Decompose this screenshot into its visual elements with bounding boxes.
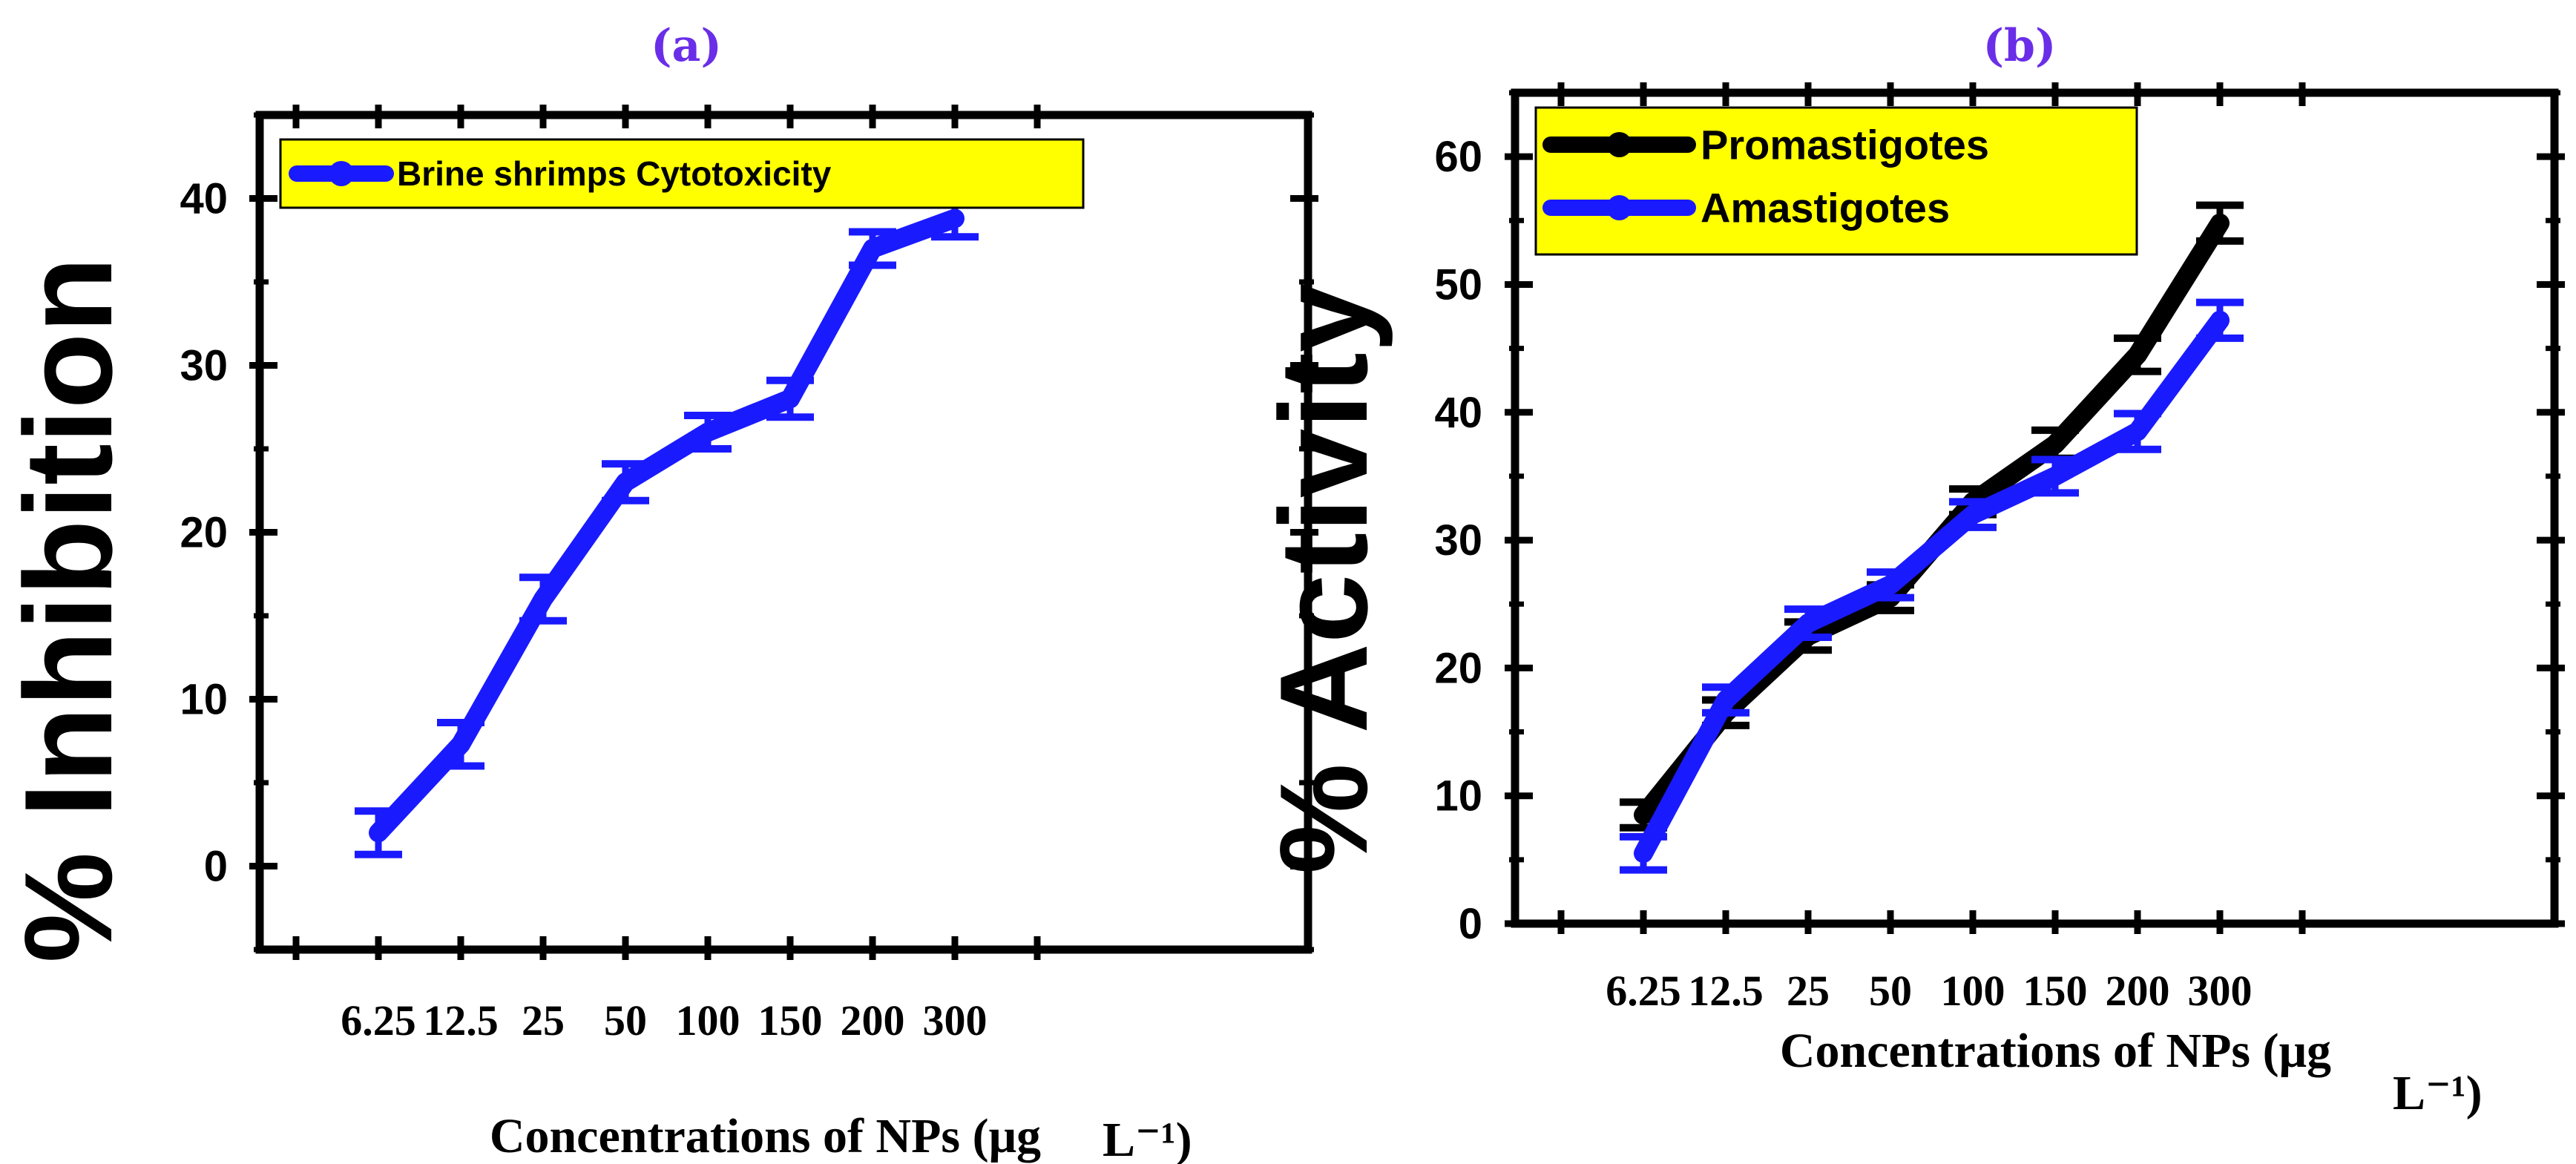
panel-a-legend-box	[279, 138, 1085, 209]
panel-b-legend-label: Amastigotes	[1701, 185, 1950, 231]
panel-a-data-point	[781, 389, 799, 408]
panel-a-y-tick-label: 40	[180, 175, 228, 223]
panel-a-x-tick-label: 6.25	[341, 996, 416, 1045]
panel-a-plot-area: 0 10 20 30 40 6.25 12.5 25 50 100 150 200 300 Brine s…	[180, 105, 1318, 1045]
panel-a-y-axis-label: % Inhibition	[0, 257, 138, 963]
panel-b-y-tick-label: 0	[1459, 900, 1482, 948]
panel-b-data-point	[2046, 467, 2064, 485]
panel-a-data-point	[699, 423, 717, 441]
panel-b-legend-swatch-marker	[1606, 132, 1632, 157]
panel-b-data-point	[1634, 806, 1652, 824]
panel-b-y-axis-label: % Activity	[1254, 283, 1393, 875]
panel-a-data-point	[946, 209, 964, 228]
panel-b-y-tick-label: 50	[1434, 260, 1482, 309]
panel-b-data-point	[1964, 505, 1982, 524]
panel-b-legend-swatch-marker	[1606, 195, 1632, 220]
panel-b-legend-label: Promastigotes	[1701, 122, 1989, 168]
panel-a-x-tick-label: 50	[604, 996, 647, 1045]
panel-a-x-tick-label: 300	[923, 996, 988, 1045]
panel-a-y-tick-label: 20	[180, 509, 228, 557]
panel-b-x-tick-label: 100	[1941, 967, 2005, 1015]
panel-b-x-tick-label: 50	[1869, 967, 1912, 1015]
panel-b-y-tick-label: 30	[1434, 516, 1482, 565]
panel-a-x-tick-label: 12.5	[423, 996, 499, 1045]
panel-b-data-point	[1799, 614, 1817, 633]
panel-a-y-tick-label: 30	[180, 342, 228, 390]
panel-b-data-point	[2046, 435, 2064, 453]
panel-b-legend-box	[1534, 106, 2138, 256]
panel-b-x-tick-label: 200	[2106, 967, 2170, 1015]
panel-b-plot-frame	[1511, 88, 2559, 928]
panel-b-y-tick-label: 40	[1434, 389, 1482, 437]
panel-a-legend-label: Brine shrimps Cytotoxicity	[397, 154, 832, 193]
panel-b-x-tick-label: 6.25	[1606, 967, 1681, 1015]
panel-a-x-tick-label: 150	[758, 996, 823, 1045]
panel-a-data-point	[534, 590, 552, 608]
panel-b: (b) % Activity Concentrations of NPs (μg…	[1254, 20, 2565, 1120]
panel-a-x-tick-label: 25	[522, 996, 565, 1045]
panel-a-label: (a)	[651, 20, 722, 72]
panel-a-plot-frame	[255, 111, 1312, 954]
panel-a-x-axis-label: Concentrations of NPs (μg	[490, 1109, 1041, 1163]
panel-b-plot-area: 0 10 20 30 40 50 60 6.25 12.5 25 50 100 150 200 300 Pro…	[1434, 82, 2565, 1015]
panel-b-data-point	[1882, 576, 1899, 594]
panel-b-x-tick-label: 150	[2023, 967, 2088, 1015]
panel-a-x-axis-unit: L⁻¹)	[1103, 1113, 1192, 1164]
panel-b-data-point	[2211, 214, 2229, 232]
panel-a-data-point	[369, 823, 387, 842]
panel-b-x-tick-label: 25	[1787, 967, 1830, 1015]
panel-b-data-point	[1634, 844, 1652, 863]
panel-b-y-tick-label: 20	[1434, 644, 1482, 692]
panel-b-x-axis-label: Concentrations of NPs (μg	[1780, 1024, 2331, 1078]
panel-b-data-point	[2211, 311, 2229, 329]
panel-b-y-tick-label: 60	[1434, 133, 1482, 181]
panel-b-x-tick-label: 300	[2188, 967, 2253, 1015]
panel-a-data-point	[864, 240, 881, 257]
panel-b-label: (b)	[1983, 20, 2057, 72]
panel-b-data-point	[2129, 346, 2146, 364]
panel-a-y-tick-label: 10	[180, 676, 228, 724]
panel-b-data-point	[1717, 691, 1735, 709]
panel-a-x-tick-label: 200	[841, 996, 905, 1045]
panel-b-x-axis-unit: L⁻¹)	[2393, 1066, 2483, 1120]
panel-b-x-tick-label: 12.5	[1688, 967, 1764, 1015]
panel-a-data-point	[452, 735, 470, 754]
panel-a-legend-swatch-marker	[329, 161, 354, 186]
panel-b-data-point	[2129, 422, 2146, 441]
panel-b-series-line-2	[1634, 310, 2230, 864]
panel-a-y-tick-label: 0	[204, 843, 228, 891]
panel-a-x-tick-label: 100	[676, 996, 740, 1045]
panel-a-data-point	[617, 473, 634, 491]
panel-a: (a) % Inhibition Concentrations of NPs (…	[0, 20, 1318, 1164]
panel-b-y-tick-label: 10	[1434, 772, 1482, 821]
